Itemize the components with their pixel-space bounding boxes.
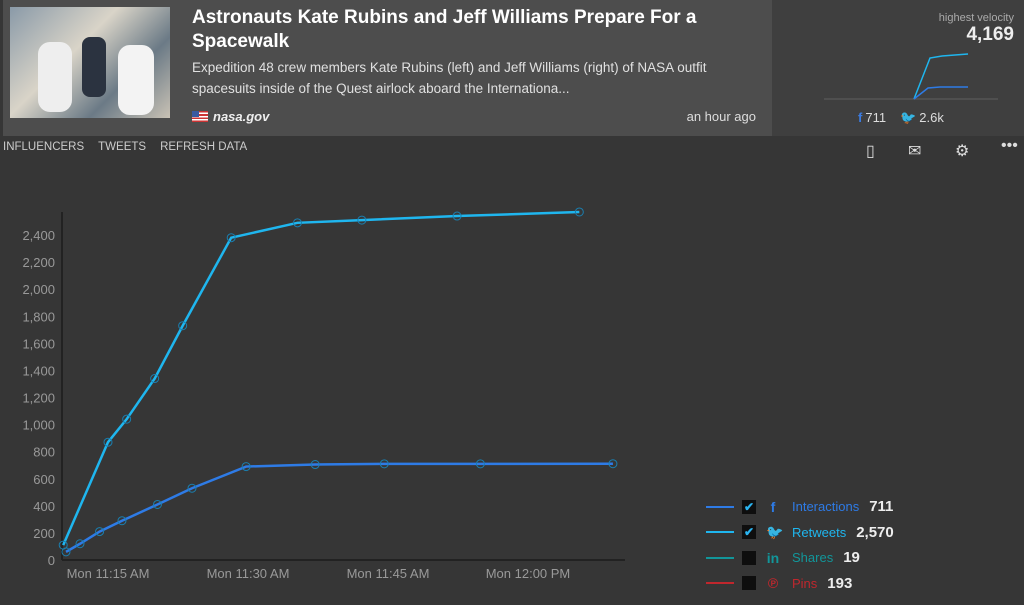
legend-line: [706, 556, 734, 559]
twitter-icon: 🐦: [766, 523, 784, 540]
data-point-interactions: [152, 499, 162, 509]
legend-checkbox[interactable]: ✔: [742, 525, 756, 540]
source-label: nasa.gov: [213, 109, 270, 124]
series-line-interactions: [65, 462, 613, 553]
legend-line: [706, 582, 734, 585]
velocity-panel: highest velocity 4,169 f 711 🐦 2.6k: [772, 0, 1024, 136]
bookmark-icon[interactable]: ▯: [866, 143, 875, 160]
data-point-interactions: [379, 459, 389, 469]
y-tick-label: 1,200: [22, 391, 55, 406]
timeline-chart: 0 200 400 600 800 1,000 1,200 1,400 1,600 1,800 2,…: [22, 207, 625, 581]
gear-icon[interactable]: ⚙: [955, 143, 970, 160]
legend-item-shares[interactable]: in Shares 19: [706, 545, 894, 571]
linkedin-icon: in: [766, 549, 780, 566]
data-point-interactions: [608, 459, 618, 469]
y-tick-label: 600: [33, 472, 55, 487]
article-thumbnail[interactable]: [10, 7, 170, 118]
article-title[interactable]: Astronauts Kate Rubins and Jeff Williams…: [192, 7, 697, 52]
article-source[interactable]: nasa.gov: [192, 109, 269, 124]
mail-icon[interactable]: ✉: [908, 143, 922, 160]
legend-line: [706, 531, 734, 534]
data-point-interactions: [241, 462, 251, 472]
article-card[interactable]: Astronauts Kate Rubins and Jeff Williams…: [3, 0, 772, 136]
data-point-retweets: [150, 374, 160, 384]
legend-label: Retweets: [792, 524, 847, 540]
x-tick-label: Mon 11:45 AM: [347, 566, 430, 581]
pinterest-icon: ℗: [767, 575, 779, 592]
data-point-retweets: [122, 414, 132, 424]
data-point-retweets: [226, 233, 236, 243]
velocity-value: 4,169: [966, 24, 1014, 45]
y-tick-label: 2,200: [22, 255, 55, 270]
data-point-retweets: [452, 211, 462, 221]
facebook-count: f 711: [858, 110, 887, 125]
article-time: an hour ago: [686, 109, 756, 124]
y-tick-label: 0: [48, 553, 55, 568]
x-tick-label: Mon 11:30 AM: [207, 566, 290, 581]
x-tick-label: Mon 11:15 AM: [67, 566, 150, 581]
facebook-icon: f: [858, 110, 863, 125]
y-tick-label: 1,400: [22, 363, 55, 378]
data-point-retweets: [357, 215, 367, 225]
facebook-icon: f: [770, 498, 776, 515]
x-tick-label: Mon 12:00 PM: [486, 566, 571, 581]
tab-influencers[interactable]: INFLUENCERS: [3, 141, 85, 153]
twitter-count: 🐦 2.6k: [900, 110, 944, 125]
legend-value: 19: [843, 549, 860, 567]
legend-label: Pins: [792, 575, 818, 591]
legend-item-pins[interactable]: ℗ Pins 193: [706, 571, 894, 597]
legend-value: 193: [827, 574, 853, 592]
y-tick-label: 1,800: [22, 309, 55, 324]
twitter-icon: 🐦: [900, 110, 917, 125]
legend-checkbox[interactable]: ✔: [742, 499, 756, 514]
chart-legend: ✔ f Interactions 711 ✔ 🐦 Retweets 2,570 in Shares…: [706, 494, 894, 596]
legend-value: 2,570: [856, 523, 894, 541]
article-description: Expedition 48 crew members Kate Rubins (…: [192, 60, 707, 96]
data-point-interactions: [61, 547, 71, 557]
tab-tweets[interactable]: TWEETS: [98, 141, 147, 153]
y-tick-label: 400: [33, 499, 55, 514]
data-point-interactions: [95, 527, 105, 537]
y-tick-label: 1,600: [22, 336, 55, 351]
data-point-interactions: [117, 516, 127, 526]
legend-value: 711: [869, 498, 894, 516]
data-point-retweets: [574, 207, 584, 217]
y-tick-label: 800: [33, 445, 55, 460]
legend-item-interactions[interactable]: ✔ f Interactions 711: [706, 494, 894, 520]
velocity-sparkline: [824, 53, 998, 100]
data-point-retweets: [292, 218, 302, 228]
legend-item-retweets[interactable]: ✔ 🐦 Retweets 2,570: [706, 520, 894, 546]
series-line-retweets: [62, 210, 580, 546]
refresh-data-button[interactable]: REFRESH DATA: [160, 141, 248, 153]
data-point-retweets: [103, 437, 113, 447]
y-tick-label: 200: [33, 526, 55, 541]
us-flag-icon: [192, 111, 208, 122]
data-point-interactions: [187, 483, 197, 493]
more-icon[interactable]: •••: [1001, 137, 1018, 154]
legend-checkbox[interactable]: [742, 550, 756, 565]
y-tick-label: 1,000: [22, 418, 55, 433]
legend-checkbox[interactable]: [742, 576, 756, 591]
y-tick-label: 2,400: [22, 228, 55, 243]
data-point-interactions: [310, 460, 320, 470]
data-point-interactions: [75, 539, 85, 549]
velocity-label: highest velocity: [938, 12, 1014, 24]
data-point-retweets: [178, 321, 188, 331]
nav-tabs: INFLUENCERS TWEETS REFRESH DATA: [3, 141, 247, 153]
data-point-interactions: [475, 459, 485, 469]
y-tick-label: 2,000: [22, 282, 55, 297]
legend-label: Shares: [792, 550, 834, 566]
legend-label: Interactions: [792, 499, 860, 515]
legend-line: [706, 505, 734, 508]
